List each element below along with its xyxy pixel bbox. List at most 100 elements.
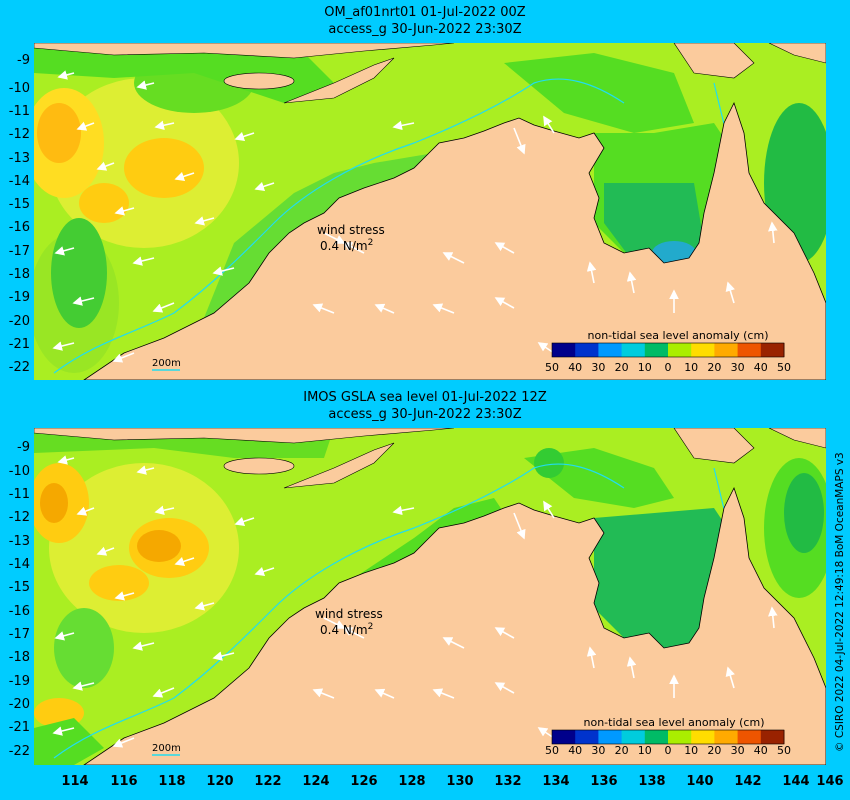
colorbar-cell [621, 343, 646, 357]
lat-label: -10 [8, 81, 30, 96]
colorbar-tick-label: 0 [665, 361, 672, 374]
lon-label: 124 [302, 774, 330, 789]
lon-label: 116 [110, 774, 138, 789]
colorbar-tick-label: 30 [731, 361, 745, 374]
panel1-map-canvas: wind stress 0.4 N/m2 200m non-tidal sea … [34, 43, 826, 380]
panel2-depth-label: 200m [152, 743, 181, 754]
panel1-title-line1: OM_af01nrt01 01-Jul-2022 00Z [324, 5, 526, 20]
panel1-colorbar-title: non-tidal sea level anomaly (cm) [588, 329, 769, 342]
lat-label: -22 [8, 360, 30, 375]
lat-label: -11 [8, 104, 30, 119]
panel2-colorbar-title: non-tidal sea level anomaly (cm) [584, 716, 765, 729]
lon-label: 136 [590, 774, 618, 789]
lat-label: -15 [8, 580, 30, 595]
panel2-title-line1: IMOS GSLA sea level 01-Jul-2022 12Z [303, 390, 547, 405]
lat-label: -21 [8, 720, 30, 735]
panel2-anomaly-blob [54, 608, 114, 688]
colorbar-cell [644, 730, 669, 744]
colorbar-border [551, 342, 785, 358]
colorbar-cell [691, 730, 715, 744]
colorbar-cell [737, 343, 762, 357]
colorbar-cell [598, 730, 623, 744]
colorbar-tick-label: 20 [707, 744, 721, 757]
colorbar-tick-label: 40 [568, 361, 582, 374]
panel1-anomaly-blob [504, 53, 694, 133]
lon-label: 118 [158, 774, 186, 789]
lat-label: -21 [8, 337, 30, 352]
lat-label: -15 [8, 197, 30, 212]
colorbar-cell [714, 343, 739, 357]
colorbar-tick-label: 20 [707, 361, 721, 374]
panel1-anomaly-blob [79, 183, 129, 223]
panel2-anomaly-blob [40, 483, 68, 523]
lat-label: -14 [8, 557, 30, 572]
panel2-map[interactable]: wind stress 0.4 N/m2 200m non-tidal sea … [34, 428, 826, 765]
colorbar-tick-label: 30 [591, 744, 605, 757]
panel2-anomaly-blob [89, 565, 149, 601]
panel1-wind-label: wind stress [317, 223, 385, 237]
lon-label: 122 [254, 774, 282, 789]
panel2-200m-contour [53, 463, 625, 759]
lat-label: -12 [8, 510, 30, 525]
panel1-map[interactable]: wind stress 0.4 N/m2 200m non-tidal sea … [34, 43, 826, 380]
panel1-island [283, 57, 395, 104]
lat-label: -18 [8, 650, 30, 665]
panel1-200m-contour [53, 78, 625, 374]
colorbar-cell [621, 730, 646, 744]
panel2-island [768, 428, 826, 449]
lat-label: -20 [8, 314, 30, 329]
panel2-anomaly-blob [784, 473, 824, 553]
colorbar-cell [668, 343, 692, 357]
lat-label: -18 [8, 267, 30, 282]
panel1-colorbar: non-tidal sea level anomaly (cm) 50 40 30 2… [545, 329, 791, 374]
lat-label: -17 [8, 627, 30, 642]
colorbar-tick-label: 50 [777, 744, 791, 757]
colorbar-cell [760, 730, 785, 744]
panel2-title-line2: access_g 30-Jun-2022 23:30Z [328, 407, 522, 422]
panel2-anomaly-blob [34, 718, 104, 765]
colorbar-tick-label: 10 [684, 744, 698, 757]
panel1-island [768, 43, 826, 64]
panel1-anomaly-blob [37, 103, 81, 163]
colorbar-tick-label: 50 [545, 361, 559, 374]
panel1-island [673, 43, 755, 79]
colorbar-cell [644, 343, 669, 357]
colorbar-cell [575, 343, 599, 357]
lat-label: -19 [8, 674, 30, 689]
lat-label: -16 [8, 604, 30, 619]
colorbar-cell [760, 343, 785, 357]
colorbar-cell [552, 730, 576, 744]
panel2-map-canvas: wind stress 0.4 N/m2 200m non-tidal sea … [34, 428, 826, 765]
lat-label: -17 [8, 244, 30, 259]
panel2-anomaly-blob [594, 508, 734, 658]
colorbar-tick-label: 20 [615, 744, 629, 757]
panel2-anomaly-blob [534, 448, 564, 478]
lat-label: -9 [17, 440, 30, 455]
lon-label: 120 [206, 774, 234, 789]
panel2-wind-label: wind stress [315, 607, 383, 621]
lon-label: 126 [350, 774, 378, 789]
colorbar-tick-label: 10 [684, 361, 698, 374]
panel1-wind-scale: 0.4 N/m2 [320, 238, 373, 253]
colorbar-tick-label: 10 [638, 361, 652, 374]
panel2-colorbar: non-tidal sea level anomaly (cm) 50 40 30 2… [545, 716, 791, 757]
colorbar-tick-label: 40 [568, 744, 582, 757]
lat-label: -12 [8, 127, 30, 142]
lat-label: -14 [8, 174, 30, 189]
colorbar-cell [714, 730, 739, 744]
panel2-island [223, 457, 295, 475]
panel2-island [283, 442, 395, 489]
lon-label: 144 [782, 774, 810, 789]
colorbar-tick-label: 50 [545, 744, 559, 757]
lon-label: 130 [446, 774, 474, 789]
colorbar-tick-label: 20 [615, 361, 629, 374]
colorbar-tick-label: 40 [754, 361, 768, 374]
colorbar-tick-label: 30 [731, 744, 745, 757]
lon-label: 146 [816, 774, 844, 789]
panel2-anomaly-blob [137, 530, 181, 562]
lon-label: 134 [542, 774, 570, 789]
panel1-anomaly-blob [124, 138, 204, 198]
panel2-island [673, 428, 755, 464]
colorbar-tick-label: 10 [638, 744, 652, 757]
colorbar-tick-label: 50 [777, 361, 791, 374]
